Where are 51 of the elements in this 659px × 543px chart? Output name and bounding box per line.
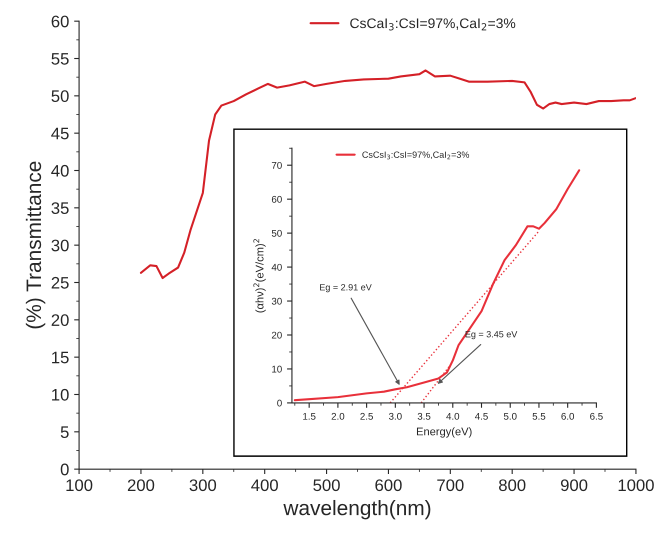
- annotation: Eg = 2.91 eV: [320, 284, 372, 292]
- x-tick-label: 500: [313, 479, 340, 492]
- y-tick-label: 5: [60, 426, 69, 438]
- x-tick-label: 3.0: [388, 412, 402, 420]
- y-tick-label: 55: [51, 53, 69, 65]
- x-tick-label: 100: [66, 479, 92, 492]
- x-tick-label: 5.5: [532, 412, 546, 420]
- y-tick-label: 20: [272, 332, 282, 339]
- y-tick-label: 10: [52, 388, 69, 401]
- y-tick-label: 50: [51, 90, 69, 102]
- x-tick-label: 2.0: [332, 412, 344, 420]
- y-tick-label: 30: [51, 240, 69, 252]
- x-tick-label: 1000: [618, 479, 654, 492]
- x-tick-label: 400: [251, 479, 278, 492]
- x-tick-label: 5.0: [504, 412, 517, 420]
- x-tick-label: 300: [190, 479, 216, 492]
- y-tick-label: 25: [52, 276, 69, 289]
- y-tick-label: 30: [272, 298, 282, 305]
- x-axis-title: Energy(eV): [416, 427, 472, 438]
- y-axis-title: (αhν)$^{2}$(eV/cm)$^{2}$: [253, 239, 266, 312]
- x-tick-label: 600: [375, 479, 402, 492]
- x-tick-label: 6.5: [590, 412, 603, 420]
- y-tick-label: 40: [272, 264, 282, 271]
- y-tick-label: 60: [272, 196, 282, 203]
- annotation: Eg = 3.45 eV: [466, 331, 518, 340]
- x-axis-title: wavelength(nm): [283, 500, 430, 520]
- x-tick-label: 4.5: [474, 412, 488, 420]
- legend-label: CsCsI$_{3}$:CsI=97%,CaI$_{2}$=3%: [362, 151, 470, 160]
- y-tick-label: 15: [52, 352, 69, 364]
- y-tick-label: 50: [272, 230, 282, 237]
- x-tick-label: 2.5: [360, 412, 373, 420]
- y-tick-label: 20: [52, 314, 69, 326]
- y-axis-title: (%) Transmittance: [26, 162, 46, 328]
- y-tick-label: 60: [52, 16, 69, 28]
- y-tick-label: 0: [60, 464, 69, 476]
- y-tick-label: 70: [272, 162, 282, 169]
- y-tick-label: 10: [272, 366, 282, 373]
- x-tick-label: 200: [128, 479, 154, 492]
- y-tick-label: 45: [51, 128, 69, 140]
- x-tick-label: 3.5: [418, 412, 430, 420]
- x-tick-label: 900: [560, 479, 588, 492]
- line-series: [294, 169, 580, 402]
- x-tick-label: 800: [499, 479, 526, 492]
- x-tick-label: 700: [437, 479, 464, 492]
- x-tick-label: 6.0: [561, 412, 574, 420]
- legend-label: CsCaI$_{3}$:CsI=97%,CaI$_{2}$=3%: [350, 18, 516, 30]
- y-tick-label: 35: [51, 202, 69, 214]
- y-tick-label: 0: [277, 400, 282, 407]
- x-tick-label: 4.0: [446, 412, 460, 420]
- y-tick-label: 40: [51, 164, 69, 177]
- x-tick-label: 1.5: [303, 412, 316, 420]
